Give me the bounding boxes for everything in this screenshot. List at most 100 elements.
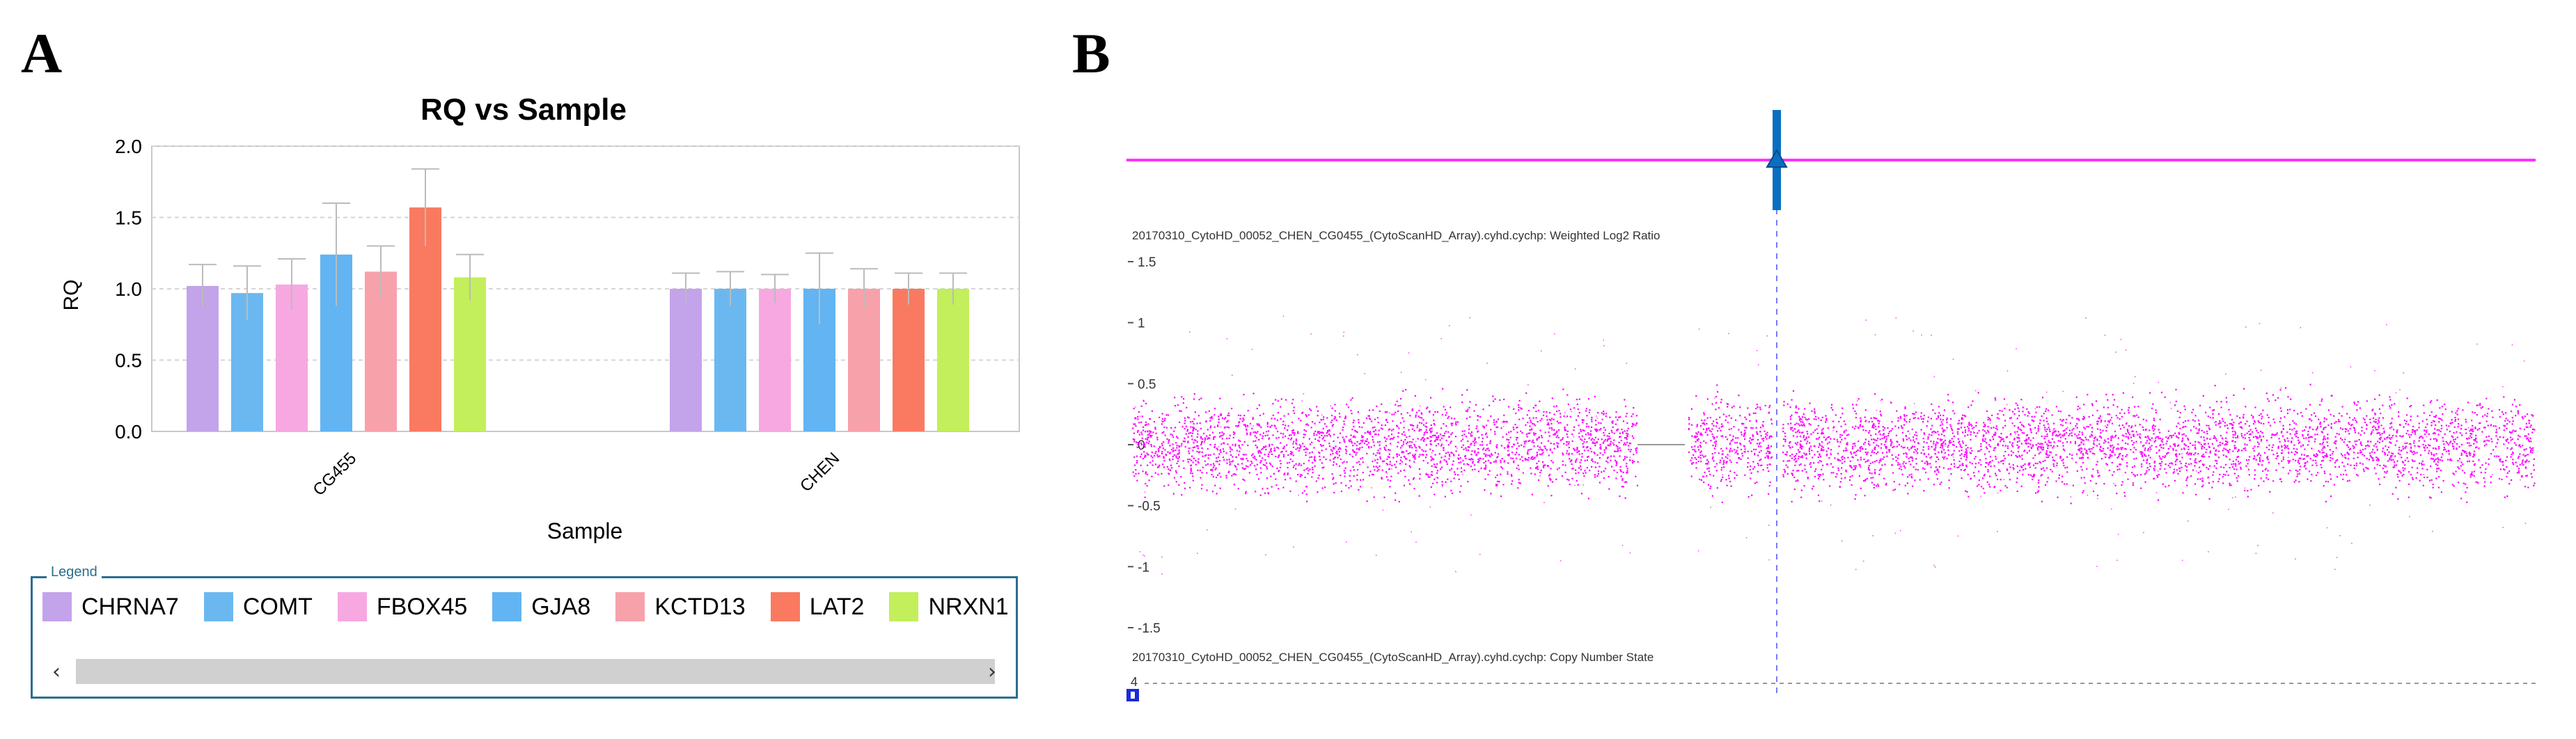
- probe-point: [2248, 436, 2250, 439]
- probe-point: [1159, 455, 1161, 457]
- probe-point: [2375, 421, 2377, 423]
- probe-point: [2398, 449, 2401, 451]
- legend-item-nrxn1[interactable]: NRXN1: [889, 592, 1009, 621]
- probe-point: [1621, 479, 1624, 481]
- probe-point: [1406, 443, 1408, 445]
- probe-point: [1707, 461, 1709, 463]
- probe-point: [1441, 481, 1443, 483]
- probe-point: [2074, 440, 2076, 443]
- probe-point: [1854, 451, 1856, 454]
- probe-point: [1504, 447, 1506, 449]
- probe-point: [1331, 407, 1333, 409]
- probe-point: [1390, 479, 1392, 482]
- probe-point: [1292, 429, 1295, 431]
- probe-point: [2410, 434, 2412, 436]
- probe-point: [2232, 434, 2234, 436]
- probe-point: [2389, 437, 2391, 439]
- probe-point: [2185, 435, 2187, 437]
- probe-point: [2027, 463, 2029, 465]
- probe-point: [1289, 434, 1291, 436]
- probe-point: [2510, 439, 2512, 441]
- y-tick-label: 1.5: [1138, 255, 1156, 270]
- probe-point: [1691, 462, 1693, 464]
- probe-point: [1990, 466, 1992, 468]
- probe-point: [1244, 468, 1246, 470]
- scroll-left-icon[interactable]: ‹: [52, 659, 61, 684]
- scroll-thumb[interactable]: [76, 659, 995, 684]
- probe-point: [2146, 440, 2149, 442]
- probe-point: [1507, 473, 1509, 475]
- probe-point: [1366, 452, 1368, 454]
- probe-point: [2194, 458, 2197, 460]
- probe-point: [1590, 439, 1592, 441]
- probe-point: [2325, 426, 2327, 429]
- probe-point: [1616, 471, 1618, 474]
- legend-scrollbar[interactable]: ‹ ›: [41, 656, 1007, 687]
- probe-point: [2321, 398, 2323, 400]
- probe-point: [1497, 453, 1499, 455]
- probe-point: [1216, 461, 1218, 463]
- probe-point: [2199, 442, 2201, 444]
- probe-point: [2184, 465, 2187, 467]
- probe-point: [1588, 434, 1590, 436]
- probe-point: [1965, 455, 1968, 457]
- probe-point: [2178, 437, 2180, 439]
- probe-point: [1355, 430, 1357, 433]
- legend-item-fbox45[interactable]: FBOX45: [337, 592, 467, 621]
- probe-point: [1541, 461, 1544, 463]
- probe-point: [1320, 431, 1322, 434]
- probe-point: [1524, 443, 1526, 445]
- legend-item-gja8[interactable]: GJA8: [492, 592, 590, 621]
- probe-point: [1537, 445, 1539, 447]
- probe-point: [2403, 473, 2405, 475]
- probe-point: [1140, 464, 1142, 466]
- probe-point: [2006, 436, 2009, 438]
- probe-point: [1560, 422, 1562, 424]
- probe-point: [1827, 436, 1829, 438]
- probe-point: [2506, 475, 2508, 478]
- probe-point: [1360, 440, 1362, 442]
- probe-point: [1334, 415, 1336, 418]
- probe-point: [1468, 432, 1470, 434]
- probe-point: [2048, 441, 2050, 443]
- probe-point: [1605, 413, 1608, 415]
- probe-point: [1578, 436, 1580, 438]
- probe-point: [1832, 472, 1835, 474]
- probe-point: [1615, 416, 1617, 418]
- probe-point: [2528, 461, 2530, 463]
- legend-item-chrna7[interactable]: CHRNA7: [42, 592, 179, 621]
- probe-point: [2398, 411, 2400, 413]
- probe-point: [1154, 452, 1156, 454]
- legend-item-comt[interactable]: COMT: [203, 592, 313, 621]
- probe-point-outlier: [1420, 405, 1421, 407]
- probe-point: [2021, 454, 2023, 456]
- probe-point: [1172, 436, 1175, 438]
- probe-point: [2181, 466, 2183, 468]
- legend-item-lat2[interactable]: LAT2: [770, 592, 864, 621]
- probe-point: [1412, 478, 1415, 480]
- probe-point: [2522, 418, 2524, 420]
- probe-point: [1722, 425, 1724, 427]
- probe-point: [1908, 461, 1910, 463]
- probe-point: [1163, 431, 1165, 433]
- probe-point: [1292, 454, 1294, 456]
- legend-item-kctd13[interactable]: KCTD13: [615, 592, 746, 621]
- probe-point: [1267, 455, 1269, 457]
- scroll-right-icon[interactable]: ›: [988, 659, 996, 684]
- probe-point: [2314, 440, 2316, 443]
- probe-point: [1739, 443, 1741, 445]
- probe-point: [1690, 424, 1693, 426]
- probe-point: [2529, 437, 2531, 439]
- probe-point: [1232, 431, 1234, 434]
- probe-point: [2385, 472, 2387, 474]
- probe-point: [1943, 458, 1945, 460]
- probe-point: [1300, 464, 1303, 466]
- probe-point: [1376, 467, 1379, 469]
- probe-point: [1187, 416, 1189, 418]
- probe-point: [1767, 456, 1769, 459]
- probe-point: [1873, 422, 1875, 425]
- probe-point: [1699, 445, 1702, 447]
- probe-point: [2300, 411, 2302, 413]
- probe-point: [2287, 472, 2290, 475]
- probe-point: [1249, 464, 1251, 466]
